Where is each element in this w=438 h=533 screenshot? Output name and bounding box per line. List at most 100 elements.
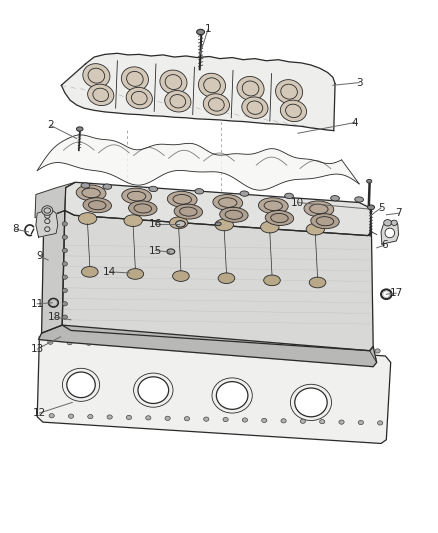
Ellipse shape [78,213,97,224]
Ellipse shape [68,414,74,418]
Polygon shape [39,325,377,367]
Ellipse shape [367,179,372,183]
Text: 17: 17 [390,288,403,298]
Polygon shape [37,330,391,443]
Ellipse shape [213,195,243,211]
Text: 6: 6 [381,240,388,250]
Ellipse shape [306,223,325,235]
Ellipse shape [167,249,175,254]
Polygon shape [36,209,58,237]
Ellipse shape [126,87,152,109]
Ellipse shape [295,388,327,417]
Ellipse shape [336,348,342,352]
Ellipse shape [107,415,112,419]
Text: 1: 1 [205,25,212,34]
Ellipse shape [103,184,112,189]
Polygon shape [61,53,335,131]
Ellipse shape [62,302,67,306]
Ellipse shape [49,414,54,418]
Ellipse shape [320,419,325,424]
Text: 10: 10 [291,198,304,207]
Ellipse shape [261,221,279,233]
Ellipse shape [184,417,190,421]
Ellipse shape [261,418,267,423]
Ellipse shape [42,206,53,215]
Ellipse shape [240,345,245,350]
Ellipse shape [124,215,142,227]
Ellipse shape [62,315,67,319]
Ellipse shape [215,219,233,231]
Text: 5: 5 [378,203,385,213]
Ellipse shape [378,421,383,425]
Ellipse shape [176,221,185,227]
Text: 13: 13 [31,344,44,354]
Ellipse shape [304,201,334,217]
Ellipse shape [127,269,144,279]
Ellipse shape [62,288,67,293]
Ellipse shape [195,189,204,194]
Ellipse shape [367,205,374,209]
Ellipse shape [86,341,92,345]
Text: 18: 18 [48,312,61,322]
Polygon shape [381,221,399,244]
Ellipse shape [300,419,306,423]
Ellipse shape [167,191,197,207]
Ellipse shape [62,235,67,239]
Ellipse shape [358,421,364,425]
Ellipse shape [62,262,67,266]
Ellipse shape [62,248,67,253]
Text: 9: 9 [36,251,43,261]
Ellipse shape [391,220,397,225]
Ellipse shape [163,343,169,348]
Ellipse shape [125,342,130,346]
Ellipse shape [183,344,188,348]
Ellipse shape [165,416,170,421]
Ellipse shape [240,191,249,196]
Ellipse shape [223,417,228,422]
Ellipse shape [149,187,158,192]
Ellipse shape [356,348,361,352]
Text: 16: 16 [149,219,162,229]
Text: 11: 11 [31,299,44,309]
Ellipse shape [309,277,326,288]
Ellipse shape [384,220,392,226]
Ellipse shape [279,346,284,351]
Polygon shape [42,211,65,333]
Ellipse shape [83,198,111,213]
Polygon shape [37,135,359,190]
Ellipse shape [276,79,303,104]
Ellipse shape [165,91,191,112]
Ellipse shape [129,201,157,216]
Ellipse shape [355,197,364,202]
Ellipse shape [216,382,248,409]
Ellipse shape [218,273,235,284]
Polygon shape [62,211,373,351]
Ellipse shape [259,346,265,350]
Ellipse shape [122,188,152,204]
Ellipse shape [121,67,148,91]
Ellipse shape [88,415,93,419]
Ellipse shape [331,196,339,201]
Ellipse shape [311,214,339,229]
Ellipse shape [160,70,187,94]
Ellipse shape [144,343,149,347]
Ellipse shape [242,418,247,422]
Polygon shape [65,182,371,236]
Ellipse shape [83,63,110,88]
Ellipse shape [220,207,248,222]
Ellipse shape [385,228,395,238]
Ellipse shape [197,29,205,35]
Ellipse shape [62,222,67,226]
Ellipse shape [67,372,95,398]
Ellipse shape [126,415,131,419]
Ellipse shape [106,342,111,346]
Ellipse shape [265,211,293,225]
Ellipse shape [237,76,264,101]
Ellipse shape [280,100,307,122]
Ellipse shape [170,217,188,229]
Text: 7: 7 [395,208,402,218]
Text: 4: 4 [351,118,358,127]
Text: 12: 12 [33,408,46,418]
Ellipse shape [76,127,83,131]
Ellipse shape [138,377,169,403]
